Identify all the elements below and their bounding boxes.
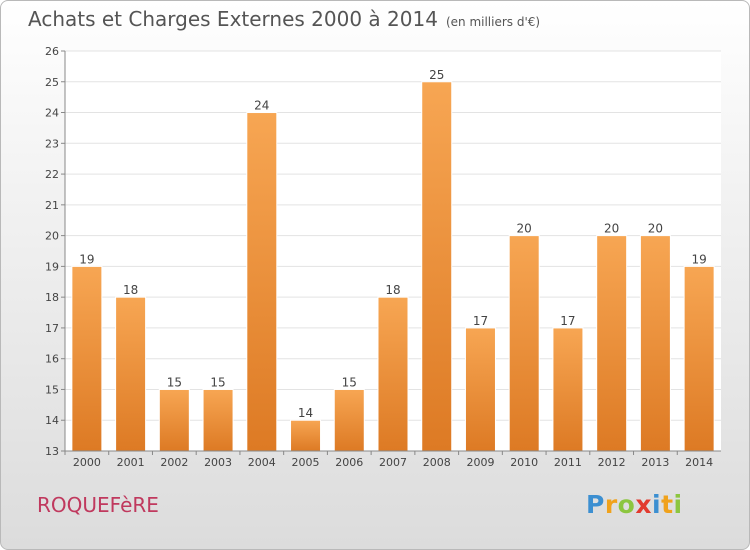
bar-value-label: 18 (123, 283, 138, 297)
proxiti-logo: Proxiti (586, 490, 683, 519)
bar (464, 327, 496, 452)
y-tick-label: 20 (45, 230, 59, 243)
bar (508, 235, 540, 452)
y-tick-label: 25 (45, 76, 59, 89)
x-tick-label: 2013 (641, 456, 669, 469)
bar-value-label: 19 (691, 252, 706, 266)
bar (377, 296, 409, 452)
bar-value-label: 14 (298, 406, 313, 420)
y-tick-label: 26 (45, 45, 59, 58)
logo-letter: r (604, 490, 618, 519)
bar-value-label: 20 (604, 222, 619, 236)
y-tick-label: 24 (45, 107, 59, 120)
x-tick-label: 2004 (248, 456, 276, 469)
bar (246, 112, 278, 452)
bar-value-label: 15 (342, 375, 357, 389)
logo-letter: P (586, 490, 605, 519)
y-tick-label: 23 (45, 137, 59, 150)
bar-value-label: 17 (560, 314, 575, 328)
bar-value-label: 20 (648, 222, 663, 236)
x-tick-label: 2012 (598, 456, 626, 469)
bar (552, 327, 584, 452)
x-tick-label: 2003 (204, 456, 232, 469)
y-tick-label: 22 (45, 168, 59, 181)
x-tick-label: 2001 (117, 456, 145, 469)
bar-value-label: 20 (517, 222, 532, 236)
bar (639, 235, 671, 452)
y-tick-label: 21 (45, 199, 59, 212)
bar-value-label: 19 (79, 252, 94, 266)
bar-value-label: 17 (473, 314, 488, 328)
logo-letter: i (673, 490, 683, 519)
bar (683, 265, 715, 452)
bar (71, 265, 103, 452)
bar (115, 296, 147, 452)
y-tick-label: 16 (45, 353, 59, 366)
y-tick-label: 19 (45, 260, 59, 273)
bar (158, 388, 190, 452)
y-tick-label: 15 (45, 383, 59, 396)
x-tick-label: 2002 (160, 456, 188, 469)
bar (202, 388, 234, 452)
chart-subtitle: (en milliers d'€) (445, 15, 541, 29)
x-tick-label: 2000 (73, 456, 101, 469)
x-tick-label: 2010 (510, 456, 538, 469)
commune-name: ROQUEFèRE (37, 493, 159, 517)
x-tick-label: 2014 (685, 456, 713, 469)
logo-letter: o (617, 490, 636, 519)
y-tick-label: 13 (45, 445, 59, 458)
x-tick-label: 2006 (335, 456, 363, 469)
y-tick-label: 14 (45, 414, 59, 427)
x-tick-label: 2005 (292, 456, 320, 469)
logo-letter: x (635, 490, 652, 519)
x-tick-label: 2008 (423, 456, 451, 469)
bar (421, 81, 453, 452)
bar-value-label: 15 (167, 375, 182, 389)
bar-value-label: 24 (254, 99, 269, 113)
y-tick-label: 17 (45, 322, 59, 335)
chart-title-text: Achats et Charges Externes 2000 à 2014 (28, 7, 438, 31)
bar (596, 235, 628, 452)
x-tick-label: 2009 (466, 456, 494, 469)
chart-title: Achats et Charges Externes 2000 à 2014 (e… (28, 7, 540, 31)
logo-letter: i (652, 490, 662, 519)
x-tick-label: 2011 (554, 456, 582, 469)
y-tick-label: 18 (45, 291, 59, 304)
bar (333, 388, 365, 452)
logo-letter: t (661, 490, 674, 519)
bar-value-label: 18 (385, 283, 400, 297)
x-tick-label: 2007 (379, 456, 407, 469)
bar-value-label: 15 (210, 375, 225, 389)
bar-value-label: 25 (429, 68, 444, 82)
bar (290, 419, 322, 452)
